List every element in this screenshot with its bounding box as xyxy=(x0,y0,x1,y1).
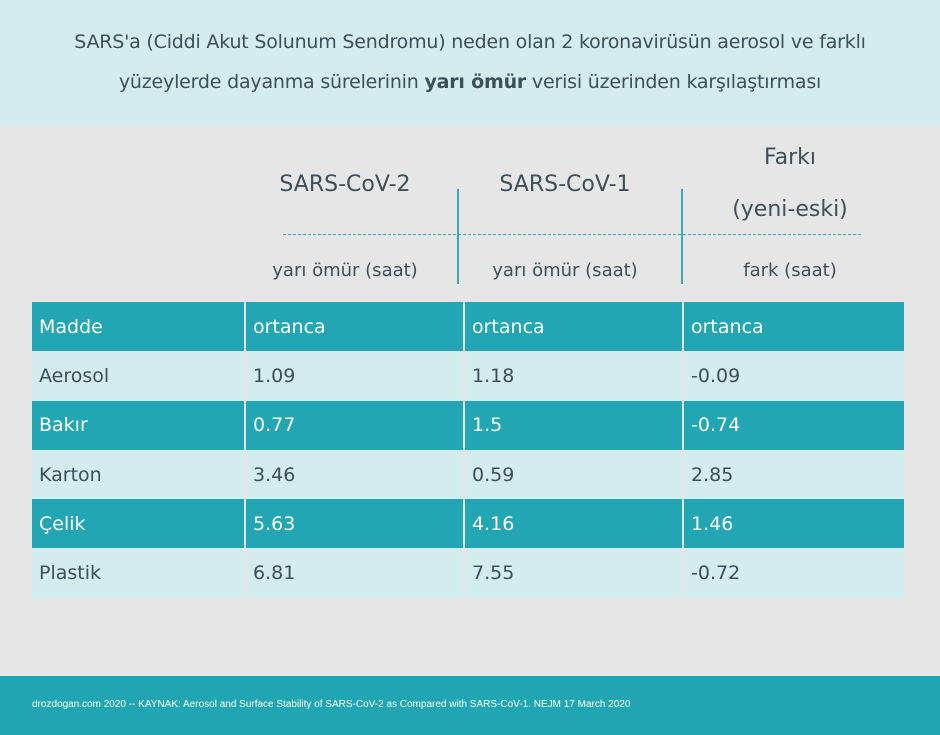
table-row: Aerosol 1.09 1.18 -0.09 xyxy=(32,351,904,401)
substance-cell: Çelik xyxy=(32,499,245,549)
cov1-value-cell: 7.55 xyxy=(463,548,683,598)
diff-value-cell: -0.72 xyxy=(682,548,904,598)
col-sub-diff: fark (saat) xyxy=(743,260,837,281)
table-row: Karton 3.46 0.59 2.85 xyxy=(32,449,904,500)
col-sub-sars-cov-2: yarı ömür (saat) xyxy=(272,260,418,281)
header-dotted-divider xyxy=(283,234,861,235)
substance-cell: Bakır xyxy=(32,400,245,450)
diff-value-cell: -0.09 xyxy=(682,351,904,401)
table-row: Çelik 5.63 4.16 1.46 xyxy=(32,499,904,549)
diff-value-cell: 1.46 xyxy=(682,499,904,549)
header-vertical-divider-2 xyxy=(681,189,683,284)
col-title-sars-cov-1: SARS-CoV-1 xyxy=(499,172,631,197)
cov2-value-cell: 6.81 xyxy=(244,548,464,598)
diff-value-cell: -0.74 xyxy=(682,400,904,450)
cov2-value-cell: 1.09 xyxy=(244,351,464,401)
cov1-value-cell: 1.18 xyxy=(463,351,683,401)
cov2-value-cell: 5.63 xyxy=(244,499,464,549)
title-line-2-start: yüzeylerde dayanma sürelerinin xyxy=(118,71,425,93)
cov1-value-cell: 0.59 xyxy=(463,449,683,500)
footer-bar: drozdogan.com 2020 -- KAYNAK: Aerosol an… xyxy=(0,676,940,735)
substance-cell: Aerosol xyxy=(32,351,245,401)
title-banner: SARS'a (Ciddi Akut Solunum Sendromu) ned… xyxy=(0,0,940,125)
cov2-value-cell: 3.46 xyxy=(244,449,464,500)
cov1-value-cell: 4.16 xyxy=(463,499,683,549)
header-cell-madde: Madde xyxy=(32,302,245,352)
substance-cell: Karton xyxy=(32,449,245,500)
table-header-row: Madde ortanca ortanca ortanca xyxy=(32,302,904,352)
header-vertical-divider-1 xyxy=(457,189,459,284)
header-cell-cov2-median: ortanca xyxy=(244,302,464,352)
source-credit: drozdogan.com 2020 -- KAYNAK: Aerosol an… xyxy=(32,699,631,710)
title-line-2-end: verisi üzerinden karşılaştırması xyxy=(526,71,822,93)
table-row: Plastik 6.81 7.55 -0.72 xyxy=(32,548,904,598)
half-life-table: Madde ortanca ortanca ortanca Aerosol 1.0… xyxy=(32,302,904,598)
col-sub-sars-cov-1: yarı ömür (saat) xyxy=(492,260,638,281)
header-cell-diff-median: ortanca xyxy=(682,302,904,352)
diff-value-cell: 2.85 xyxy=(682,449,904,500)
col-title-diff-line1: Farkı xyxy=(763,145,816,170)
title-line-2: yüzeylerde dayanma sürelerinin yarı ömür… xyxy=(0,71,940,93)
title-line-2-bold: yarı ömür xyxy=(424,71,527,93)
header-cell-cov1-median: ortanca xyxy=(463,302,683,352)
col-title-diff-line2: (yeni-eski) xyxy=(732,197,848,222)
title-line-1: SARS'a (Ciddi Akut Solunum Sendromu) ned… xyxy=(74,31,866,53)
table-row: Bakır 0.77 1.5 -0.74 xyxy=(32,400,904,450)
col-title-sars-cov-2: SARS-CoV-2 xyxy=(279,172,411,197)
substance-cell: Plastik xyxy=(32,548,245,598)
cov2-value-cell: 0.77 xyxy=(244,400,464,450)
cov1-value-cell: 1.5 xyxy=(463,400,683,450)
